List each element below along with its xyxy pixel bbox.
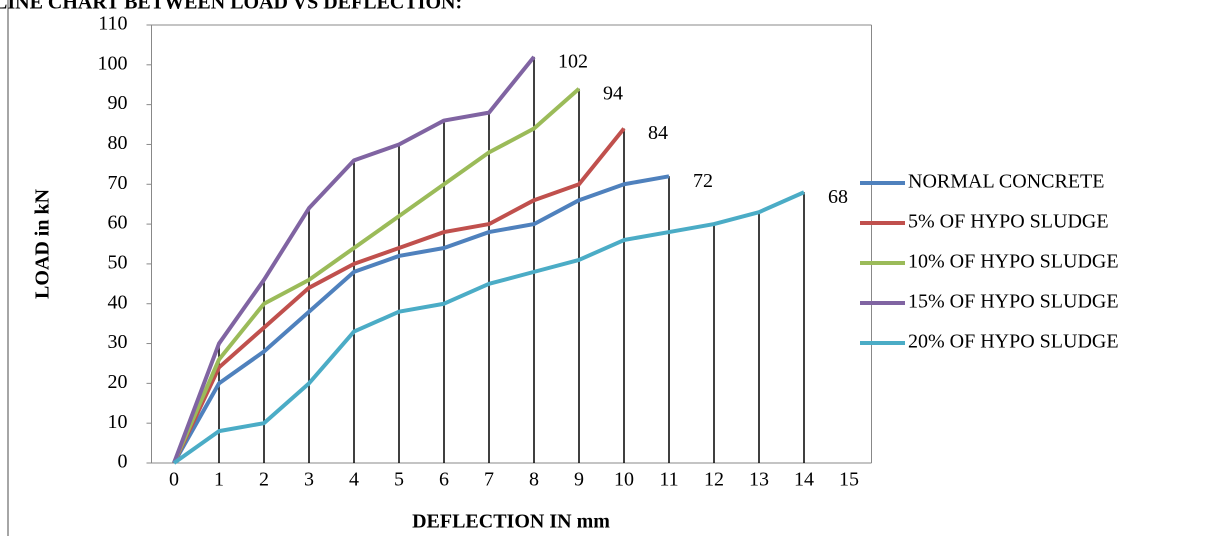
- y-tick-label: 50: [108, 252, 128, 274]
- y-axis-label: LOAD in kN: [32, 188, 54, 299]
- x-tick-label: 4: [349, 469, 359, 491]
- y-tick-label: 40: [108, 291, 128, 313]
- x-tick-label: 13: [749, 469, 769, 491]
- legend-label: 20% OF HYPO SLUDGE: [908, 331, 1119, 353]
- legend-label: NORMAL CONCRETE: [908, 171, 1104, 193]
- x-tick-label: 8: [529, 469, 539, 491]
- y-tick-label: 10: [108, 411, 128, 433]
- series-line: [172, 87, 581, 464]
- x-tick-label: 15: [839, 469, 859, 491]
- legend-label: 10% OF HYPO SLUDGE: [908, 251, 1119, 273]
- legend-label: 5% OF HYPO SLUDGE: [908, 211, 1109, 233]
- y-tick-label: 70: [108, 172, 128, 194]
- x-axis-label: DEFLECTION IN mm: [412, 511, 610, 533]
- x-tick-label: 10: [614, 469, 634, 491]
- y-tick-label: 60: [108, 212, 128, 234]
- y-tick-label: 30: [108, 331, 128, 353]
- x-tick-label: 3: [304, 469, 314, 491]
- y-tick-label: 80: [108, 132, 128, 154]
- y-tick-label: 110: [98, 13, 127, 35]
- data-label: 68: [828, 186, 848, 208]
- chart-title: LINE CHART BETWEEN LOAD VS DEFLECTION:: [0, 0, 462, 14]
- legend-label: 15% OF HYPO SLUDGE: [908, 291, 1119, 313]
- x-tick-label: 2: [259, 469, 269, 491]
- x-tick-label: 6: [439, 469, 449, 491]
- data-label: 94: [603, 82, 623, 104]
- x-tick-label: 14: [794, 469, 814, 491]
- x-tick-label: 5: [394, 469, 404, 491]
- series-line: [172, 174, 670, 464]
- x-tick-label: 1: [214, 469, 224, 491]
- series-line: [172, 127, 626, 464]
- y-tick-label: 0: [118, 451, 128, 473]
- x-tick-label: 12: [704, 469, 724, 491]
- data-label: 84: [648, 122, 668, 144]
- series-line: [172, 190, 805, 465]
- x-tick-label: 7: [484, 469, 494, 491]
- data-label: 102: [558, 50, 588, 72]
- x-tick-label: 0: [169, 469, 179, 491]
- chart-border: [7, 0, 9, 536]
- y-tick-label: 90: [108, 92, 128, 114]
- series-line: [172, 55, 536, 464]
- y-tick-label: 20: [108, 371, 128, 393]
- y-tick-label: 100: [98, 52, 128, 74]
- x-tick-label: 11: [659, 469, 678, 491]
- data-label: 72: [693, 170, 713, 192]
- x-tick-label: 9: [574, 469, 584, 491]
